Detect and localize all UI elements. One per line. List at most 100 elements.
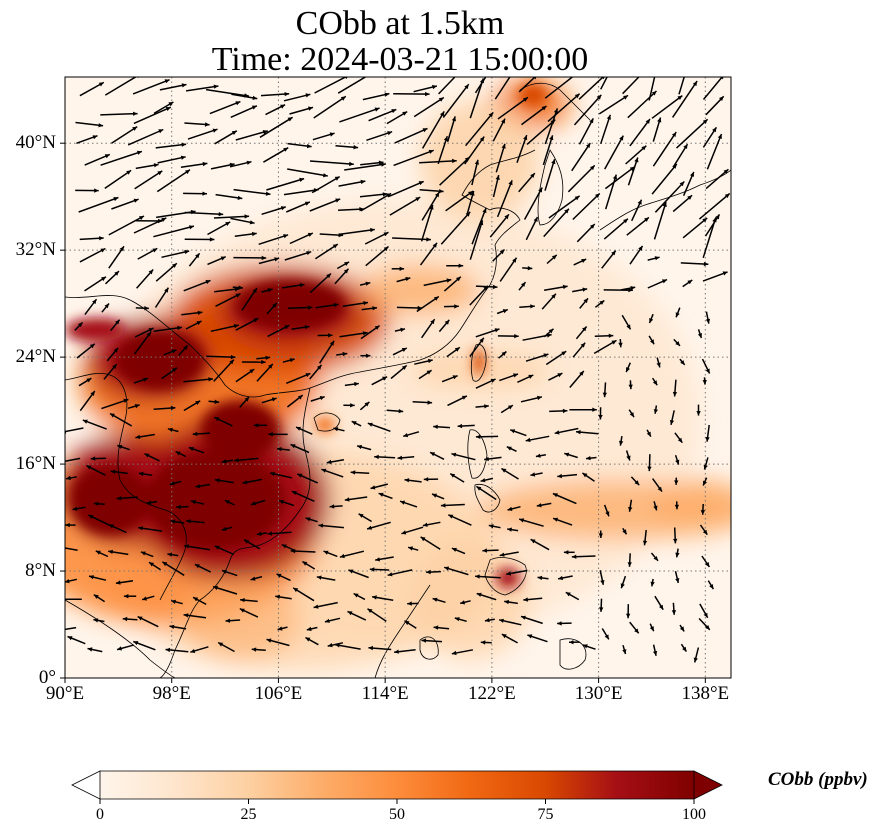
wind-arrow-head [291, 491, 297, 496]
wind-arrow-head [527, 266, 533, 271]
wind-arrow [578, 77, 605, 100]
wind-arrow [567, 164, 596, 193]
wind-arrow-head [611, 250, 616, 256]
wind-arrow-head [368, 645, 373, 651]
wind-arrow-head [649, 626, 654, 632]
wind-arrow-head [172, 263, 177, 268]
wind-arrow-head [432, 84, 437, 90]
wind-arrow [413, 96, 445, 118]
wind-arrow-head [461, 395, 467, 400]
wind-arrow-head [252, 288, 257, 293]
wind-arrow-head [168, 102, 174, 107]
wind-arrow [155, 143, 187, 149]
wind-arrow-head [642, 540, 648, 546]
wind-arrow [359, 193, 388, 198]
wind-arrow-head [569, 640, 574, 645]
wind-arrow-head [86, 465, 92, 470]
wind-arrow [420, 204, 434, 242]
wind-arrow-head [348, 569, 354, 574]
wind-arrow-head [571, 554, 577, 559]
wind-arrow-head [683, 144, 688, 149]
wind-arrow-head [281, 544, 287, 549]
wind-arrow-head [327, 643, 333, 648]
wind-arrow [598, 94, 629, 115]
wind-arrow-head [251, 231, 257, 237]
wind-arrow [423, 278, 452, 287]
latitude-tick-label: 32°N [15, 239, 56, 261]
wind-arrow-head [523, 597, 528, 602]
wind-arrow [516, 134, 528, 163]
wind-arrow-head [204, 122, 210, 127]
wind-arrow [153, 326, 183, 332]
wind-arrow-head [583, 298, 588, 304]
wind-arrow [65, 626, 77, 631]
wind-arrow-head [202, 191, 207, 196]
wind-arrow-head [349, 161, 354, 167]
wind-arrow-head [196, 321, 202, 326]
wind-arrow-head [164, 287, 169, 293]
wind-arrow-head [293, 587, 299, 593]
wind-arrow [344, 163, 386, 171]
wind-arrow-head [456, 276, 461, 282]
wind-arrow [366, 130, 393, 142]
wind-arrow-head [712, 217, 717, 223]
wind-arrow-head [136, 150, 142, 155]
wind-arrow-head [225, 221, 231, 226]
wind-arrow-head [628, 384, 633, 390]
wind-arrow-head [426, 370, 432, 375]
wind-arrow-head [265, 191, 271, 196]
wind-arrow-head [297, 395, 303, 400]
wind-arrow-head [533, 217, 538, 222]
wind-arrow-head [138, 471, 144, 477]
wind-arrow-head [221, 526, 227, 531]
wind-arrow [440, 211, 471, 245]
wind-arrow-head [626, 455, 631, 461]
wind-arrow-head [507, 506, 513, 511]
wind-arrow-head [112, 364, 117, 369]
wind-arrow-head [606, 114, 611, 120]
wind-arrow-head [677, 437, 683, 443]
wind-arrow-head [306, 143, 312, 149]
wind-arrow-head [697, 333, 702, 338]
colorbar-label: CObb (ppbv) [768, 769, 868, 790]
wind-arrow-head [251, 501, 256, 506]
wind-arrow-head [608, 333, 614, 338]
wind-arrow-head [279, 499, 284, 505]
wind-arrow-head [87, 647, 93, 652]
wind-arrow-head [250, 576, 256, 581]
wind-arrow-head [329, 340, 335, 346]
colorbar-tick-label: 25 [240, 806, 257, 823]
wind-arrow-head [506, 571, 511, 576]
wind-arrow-head [344, 497, 350, 502]
wind-arrow-head [184, 544, 190, 549]
wind-arrow-head [110, 469, 116, 474]
wind-arrow [437, 135, 449, 165]
wind-arrow-head [508, 405, 513, 410]
wind-arrow-head [72, 506, 78, 511]
wind-arrow-head [652, 380, 658, 386]
wind-arrow [471, 207, 487, 245]
wind-arrow-head [183, 613, 189, 618]
wind-arrow-head [353, 593, 359, 598]
wind-arrow-head [218, 642, 224, 647]
wind-arrow-head [484, 404, 489, 409]
wind-arrow-head [499, 249, 505, 255]
wind-arrow [233, 188, 271, 196]
wind-arrow-head [561, 351, 567, 356]
wind-arrow-head [205, 280, 211, 285]
wind-arrow-head [171, 599, 176, 604]
wind-arrow-head [552, 493, 558, 498]
wind-arrow [153, 225, 195, 238]
wind-arrow [79, 247, 106, 263]
wind-arrow [671, 80, 698, 118]
wind-arrow-head [533, 77, 537, 80]
wind-arrow [78, 196, 119, 213]
wind-arrow [653, 201, 667, 240]
wind-arrow-head [369, 567, 375, 572]
wind-arrow-head [629, 166, 635, 172]
wind-arrow [543, 208, 570, 238]
wind-arrow-head [444, 319, 450, 325]
wind-arrow-head [157, 170, 163, 176]
wind-arrow [339, 331, 368, 338]
